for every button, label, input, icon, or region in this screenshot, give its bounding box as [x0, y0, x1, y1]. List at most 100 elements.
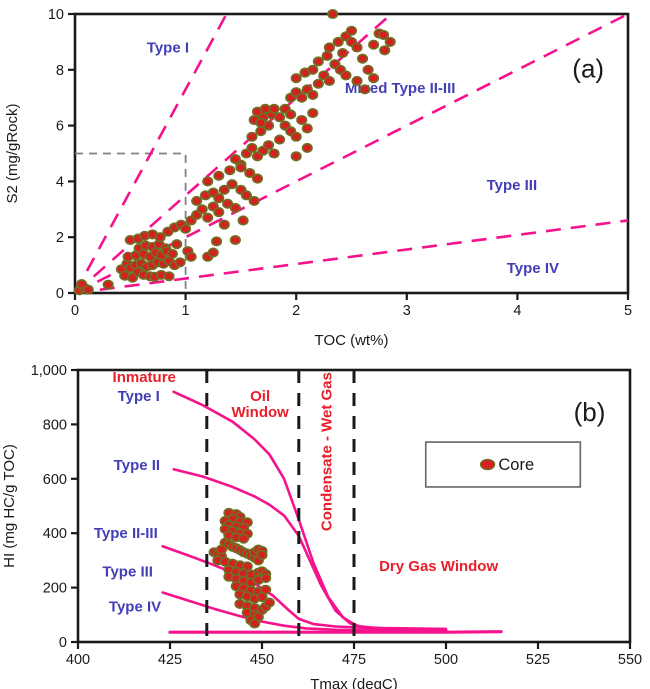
data-point: [332, 36, 344, 47]
data-point: [296, 92, 308, 103]
data-point: [246, 131, 258, 142]
data-point: [244, 167, 256, 179]
data-point: [274, 134, 286, 145]
data-point: [307, 64, 319, 75]
data-point: [323, 75, 335, 87]
data-point: [296, 114, 308, 126]
data-point: [345, 25, 358, 36]
y-tick-label: 0: [59, 635, 67, 651]
y-tick-label: 8: [56, 63, 64, 79]
x-tick-label: 0: [71, 303, 79, 319]
reference-dashed-box: [75, 152, 187, 293]
data-point: [274, 112, 286, 123]
data-point: [224, 165, 236, 176]
data-point: [368, 73, 380, 84]
legend-box: [424, 441, 582, 488]
region-label: Type I: [118, 388, 160, 405]
data-point: [368, 39, 380, 50]
region-label: Type IV: [109, 599, 161, 616]
data-point: [174, 257, 186, 268]
data-point: [213, 207, 225, 218]
y-tick-label: 2: [56, 230, 64, 246]
data-point: [196, 204, 208, 215]
data-point: [185, 251, 197, 262]
data-point: [202, 212, 214, 223]
region-label: Condensate - Wet Gas: [318, 372, 335, 531]
data-point: [321, 50, 333, 61]
data-point: [290, 73, 302, 84]
data-point: [226, 179, 238, 190]
data-point: [260, 573, 272, 584]
region-label: Type III: [102, 563, 153, 580]
data-point: [301, 142, 313, 153]
data-point: [166, 248, 178, 259]
data-point: [268, 103, 280, 114]
data-point: [218, 184, 230, 195]
y-tick-label: 0: [56, 286, 64, 302]
x-tick-label: 2: [292, 303, 300, 319]
maturity-curve: [172, 390, 448, 632]
y-tick-label: 200: [43, 581, 67, 597]
data-point: [323, 42, 335, 53]
data-point: [357, 53, 369, 64]
y-tick-label: 6: [56, 119, 64, 135]
x-tick-label: 500: [434, 652, 458, 668]
data-point: [268, 148, 280, 159]
data-point: [256, 549, 268, 561]
data-point: [340, 70, 352, 81]
y-tick-label: 400: [43, 526, 67, 542]
x-axis-title: Tmax (degC): [310, 676, 398, 689]
data-point: [207, 247, 219, 258]
data-point: [202, 176, 214, 187]
data-point: [337, 48, 349, 59]
data-point: [312, 56, 324, 67]
region-label: (b): [574, 397, 606, 427]
data-point: [215, 544, 228, 555]
y-tick-label: 10: [48, 7, 64, 23]
x-tick-label: 525: [526, 652, 550, 668]
data-point: [102, 279, 114, 290]
y-tick-label: 600: [43, 472, 67, 488]
maturity-curve: [168, 630, 503, 634]
region-label: Type IV: [507, 260, 559, 277]
region-label: Oil Window: [231, 388, 289, 421]
region-label: Type I: [147, 39, 189, 56]
data-point: [249, 618, 261, 629]
x-tick-label: 1: [182, 303, 190, 319]
data-point: [171, 239, 183, 250]
y-tick-label: 4: [56, 174, 64, 190]
type-4-boundary: [74, 219, 629, 295]
data-point: [379, 45, 391, 56]
x-tick-label: 550: [618, 652, 642, 668]
maturity-curve: [161, 591, 448, 633]
region-label: (a): [572, 54, 604, 84]
data-point: [235, 162, 247, 173]
data-point: [327, 8, 339, 20]
data-point: [362, 64, 374, 75]
data-point: [237, 215, 249, 226]
data-point: [285, 109, 297, 120]
legend-core-marker: [479, 458, 496, 471]
y-axis-title: S2 (mg/gRock): [4, 103, 21, 203]
data-point: [229, 154, 241, 165]
data-point: [290, 151, 302, 162]
data-point: [213, 193, 225, 204]
data-point: [307, 107, 319, 119]
data-point: [154, 232, 166, 243]
data-point: [312, 78, 324, 89]
x-tick-label: 475: [342, 652, 366, 668]
x-tick-label: 3: [403, 303, 411, 319]
chart-s2-vs-toc: 0 1 2 3 4 5 0 2 4 6 8 10 TOC (wt%) S2 (mg/gRock) Type …: [4, 7, 632, 349]
x-tick-label: 450: [250, 652, 274, 668]
x-tick-label: 4: [513, 303, 521, 319]
data-point: [191, 195, 203, 206]
y-tick-label: 800: [43, 417, 67, 433]
data-point: [263, 597, 275, 608]
data-point: [307, 89, 319, 100]
data-point: [351, 42, 363, 53]
data-point: [251, 173, 264, 184]
region-label: Type II-III: [94, 525, 158, 542]
data-point: [256, 592, 268, 603]
data-point: [211, 236, 223, 247]
